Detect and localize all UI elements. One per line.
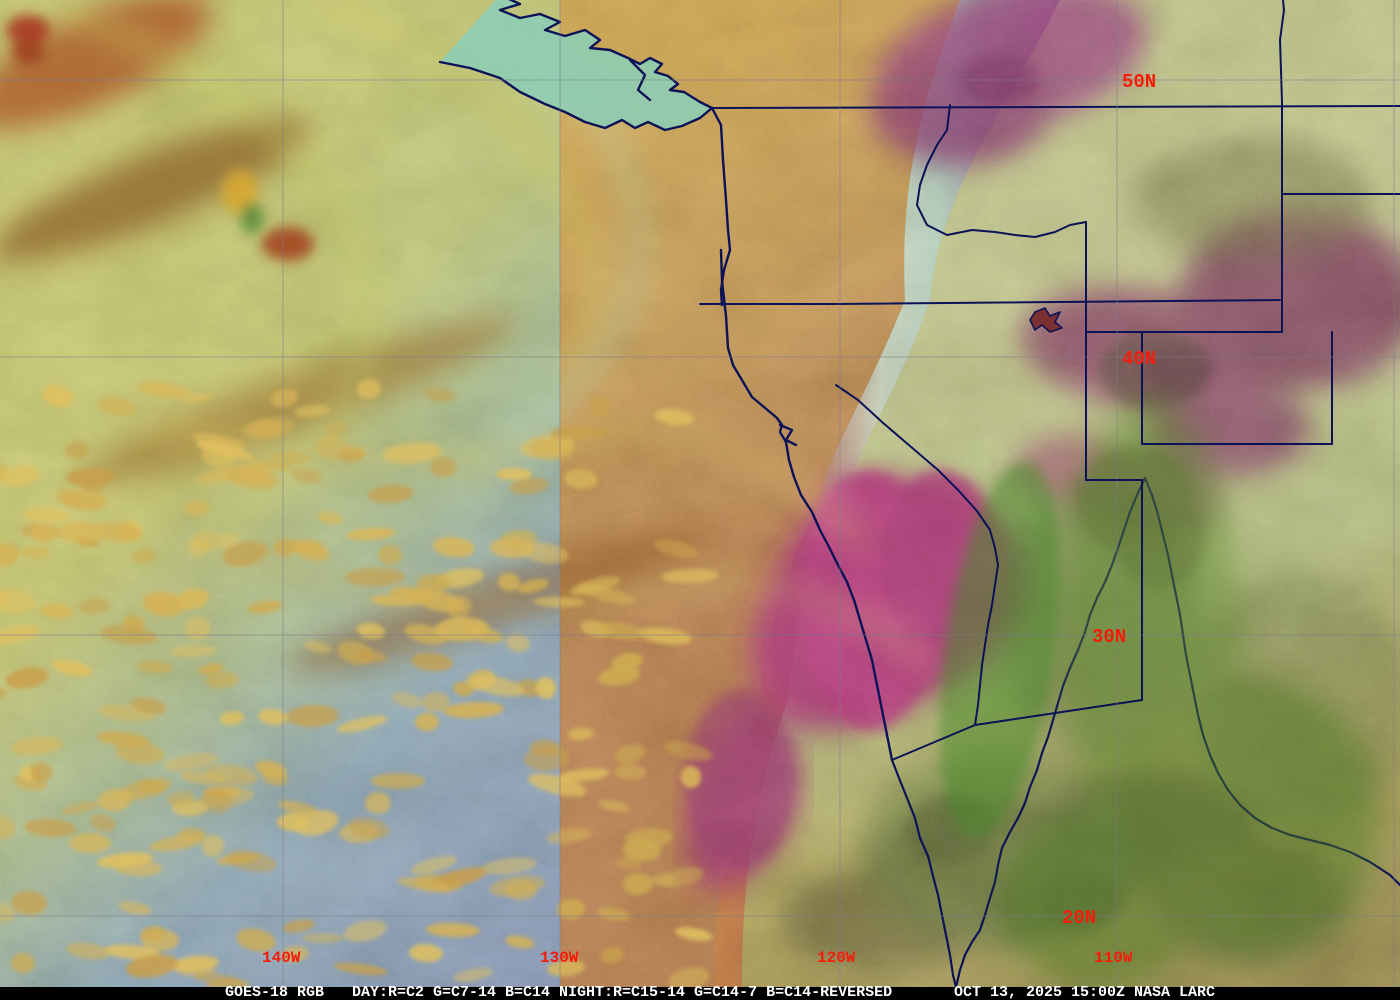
- svg-text:140W: 140W: [262, 949, 301, 967]
- svg-text:20N: 20N: [1062, 907, 1096, 929]
- svg-text:130W: 130W: [540, 949, 579, 967]
- svg-text:40N: 40N: [1122, 348, 1156, 370]
- svg-text:30N: 30N: [1092, 626, 1126, 648]
- svg-text:110W: 110W: [1094, 949, 1133, 967]
- svg-text:50N: 50N: [1122, 71, 1156, 93]
- svg-text:120W: 120W: [817, 949, 856, 967]
